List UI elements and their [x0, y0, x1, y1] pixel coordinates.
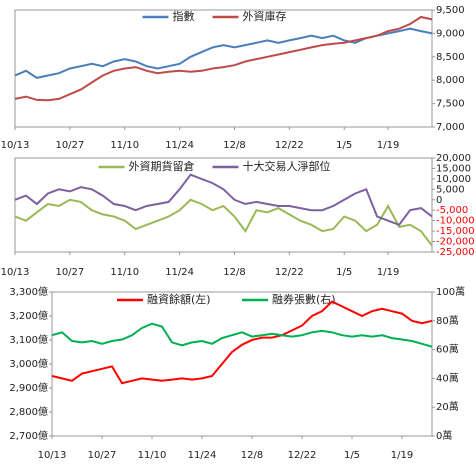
x-tick-label: 1/5 — [336, 140, 352, 151]
series-line — [14, 198, 433, 247]
y-tick-label: 5,000 — [436, 184, 465, 195]
y-tick-label: 3,300億 — [9, 285, 48, 298]
x-tick-label: 1/19 — [391, 450, 413, 461]
x-tick-label: 12/22 — [288, 450, 317, 461]
y-tick-label: 2,700億 — [9, 429, 48, 442]
y-tick-label: 7,000 — [436, 122, 465, 133]
y-tick-label: 7,500 — [436, 99, 465, 110]
x-tick-label: 10/13 — [1, 140, 30, 151]
legend-label: 十大交易人淨部位 — [243, 159, 331, 173]
x-tick-label: 1/5 — [344, 450, 360, 461]
y-tick-label: -25,000 — [436, 247, 475, 258]
x-tick-label: 12/8 — [241, 450, 263, 461]
x-tick-label: 10/13 — [38, 450, 67, 461]
legend: 指數 外資庫存 — [142, 9, 287, 23]
x-tick-label: 11/24 — [165, 140, 194, 151]
y-tick-label: -5,000 — [436, 205, 468, 216]
y-tick-label: 100萬 — [436, 285, 465, 298]
y-tick-label: 80萬 — [436, 314, 459, 327]
series-line — [51, 300, 433, 385]
plot-area — [14, 9, 433, 128]
x-tick-label: 10/27 — [55, 140, 84, 151]
plot-area — [51, 291, 433, 437]
y-tick-label: -20,000 — [436, 237, 475, 248]
series-line — [14, 15, 433, 102]
y-tick-label: 15,000 — [436, 163, 471, 174]
y-tick-label: 0 — [436, 195, 442, 206]
y-tick-label: 20,000 — [436, 153, 471, 164]
x-tick-label: 10/27 — [55, 267, 84, 278]
x-tick-label: 1/19 — [377, 140, 399, 151]
y-tick-label: 20萬 — [436, 400, 459, 413]
y-tick-label: 2,800億 — [9, 405, 48, 418]
legend: 融資餘額(左) 融券張數(右) — [117, 292, 336, 306]
y-tick-label: 9,000 — [436, 28, 465, 39]
x-tick-label: 11/10 — [138, 450, 167, 461]
x-tick-label: 12/22 — [275, 140, 304, 151]
legend-label: 融資餘額(左) — [147, 292, 211, 306]
y-tick-label: 60萬 — [436, 343, 459, 356]
y-tick-label: 8,000 — [436, 75, 465, 86]
y-tick-label: 2,900億 — [9, 381, 48, 394]
legend: 外資期貨留倉 十大交易人淨部位 — [98, 159, 331, 173]
x-tick-label: 11/10 — [110, 267, 139, 278]
y-tick-label: 0萬 — [436, 429, 452, 442]
legend-label: 指數 — [173, 9, 195, 23]
y-tick-label: 3,200億 — [9, 309, 48, 322]
x-tick-label: 11/24 — [165, 267, 194, 278]
y-tick-label: -10,000 — [436, 216, 475, 227]
y-tick-label: 9,500 — [436, 5, 465, 16]
x-tick-label: 11/10 — [110, 140, 139, 151]
x-tick-label: 11/24 — [188, 450, 217, 461]
x-tick-label: 12/8 — [223, 267, 245, 278]
y-tick-label: 40萬 — [436, 371, 459, 384]
x-tick-label: 1/19 — [377, 267, 399, 278]
x-tick-label: 1/5 — [336, 267, 352, 278]
x-tick-label: 12/22 — [275, 267, 304, 278]
y-tick-label: 3,000億 — [9, 357, 48, 370]
legend-label: 外資庫存 — [243, 9, 287, 23]
y-tick-label: 10,000 — [436, 174, 471, 185]
x-tick-label: 10/27 — [88, 450, 117, 461]
series-line — [51, 322, 433, 348]
series-line — [14, 173, 433, 226]
y-tick-label: 8,500 — [436, 52, 465, 63]
legend-label: 外資期貨留倉 — [129, 159, 195, 173]
x-tick-label: 12/8 — [223, 140, 245, 151]
x-tick-label: 10/13 — [1, 267, 30, 278]
legend-label: 融券張數(右) — [272, 292, 336, 306]
y-tick-label: 3,100億 — [9, 333, 48, 346]
y-tick-label: -15,000 — [436, 226, 475, 237]
